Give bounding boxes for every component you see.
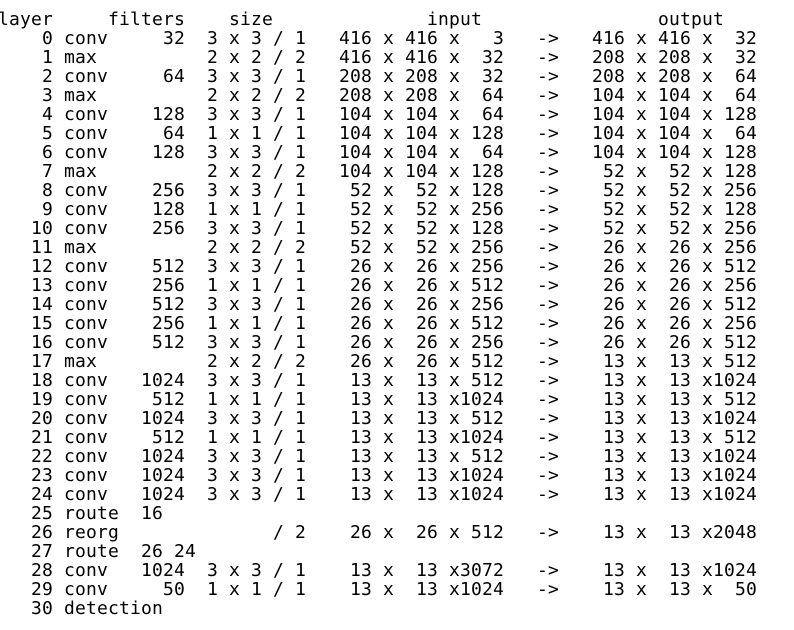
layer-line: 25 route 16 (0, 503, 164, 524)
header-line: layer filters size input output (0, 9, 725, 30)
layer-line: 29 conv 50 1 x 1 / 1 13 x 13 x1024 -> 13… (0, 579, 758, 600)
layer-line: 9 conv 128 1 x 1 / 1 52 x 52 x 256 -> 52… (0, 199, 758, 220)
layer-line: 6 conv 128 3 x 3 / 1 104 x 104 x 64 -> 1… (0, 142, 758, 163)
layer-line: 12 conv 512 3 x 3 / 1 26 x 26 x 256 -> 2… (0, 256, 758, 277)
layer-line: 4 conv 128 3 x 3 / 1 104 x 104 x 64 -> 1… (0, 104, 758, 125)
layer-line: 21 conv 512 1 x 1 / 1 13 x 13 x1024 -> 1… (0, 427, 758, 448)
layer-line: 22 conv 1024 3 x 3 / 1 13 x 13 x 512 -> … (0, 446, 758, 467)
layer-line: 0 conv 32 3 x 3 / 1 416 x 416 x 3 -> 416… (0, 28, 758, 49)
layer-line: 26 reorg / 2 26 x 26 x 512 -> 13 x 13 x2… (0, 522, 758, 543)
layer-line: 5 conv 64 1 x 1 / 1 104 x 104 x 128 -> 1… (0, 123, 758, 144)
layer-line: 7 max 2 x 2 / 2 104 x 104 x 128 -> 52 x … (0, 161, 758, 182)
layer-line: 24 conv 1024 3 x 3 / 1 13 x 13 x1024 -> … (0, 484, 758, 505)
layer-line: 3 max 2 x 2 / 2 208 x 208 x 64 -> 104 x … (0, 85, 758, 106)
layer-line: 1 max 2 x 2 / 2 416 x 416 x 32 -> 208 x … (0, 47, 758, 68)
layer-line: 20 conv 1024 3 x 3 / 1 13 x 13 x 512 -> … (0, 408, 758, 429)
layer-line: 15 conv 256 1 x 1 / 1 26 x 26 x 512 -> 2… (0, 313, 758, 334)
layer-line: 30 detection (0, 598, 164, 619)
layer-line: 13 conv 256 1 x 1 / 1 26 x 26 x 512 -> 2… (0, 275, 758, 296)
layer-line: 19 conv 512 1 x 1 / 1 13 x 13 x1024 -> 1… (0, 389, 758, 410)
layer-line: 18 conv 1024 3 x 3 / 1 13 x 13 x 512 -> … (0, 370, 758, 391)
layer-line: 27 route 26 24 (0, 541, 197, 562)
layer-line: 14 conv 512 3 x 3 / 1 26 x 26 x 256 -> 2… (0, 294, 758, 315)
layer-line: 28 conv 1024 3 x 3 / 1 13 x 13 x3072 -> … (0, 560, 758, 581)
layer-line: 17 max 2 x 2 / 2 26 x 26 x 512 -> 13 x 1… (0, 351, 758, 372)
layer-line: 11 max 2 x 2 / 2 52 x 52 x 256 -> 26 x 2… (0, 237, 758, 258)
layer-line: 16 conv 512 3 x 3 / 1 26 x 26 x 256 -> 2… (0, 332, 758, 353)
layer-line: 2 conv 64 3 x 3 / 1 208 x 208 x 32 -> 20… (0, 66, 758, 87)
layer-line: 23 conv 1024 3 x 3 / 1 13 x 13 x1024 -> … (0, 465, 758, 486)
layer-line: 10 conv 256 3 x 3 / 1 52 x 52 x 128 -> 5… (0, 218, 758, 239)
layer-line: 8 conv 256 3 x 3 / 1 52 x 52 x 128 -> 52… (0, 180, 758, 201)
